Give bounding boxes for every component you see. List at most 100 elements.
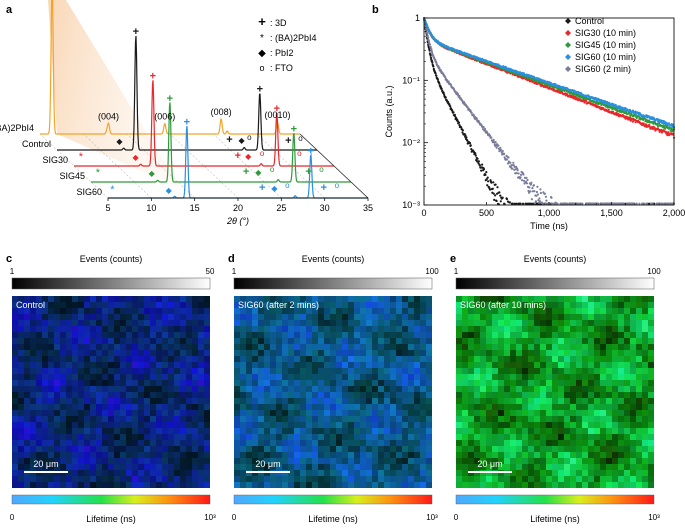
flim-pixel [60, 458, 66, 464]
flim-pixel [108, 398, 114, 404]
flim-pixel [570, 350, 576, 356]
flim-pixel [96, 320, 102, 326]
decay-point [651, 202, 654, 205]
flim-pixel [582, 344, 588, 350]
decay-point [515, 172, 518, 175]
flim-pixel [114, 380, 120, 386]
flim-pixel [384, 410, 390, 416]
flim-pixel [318, 374, 324, 380]
flim-pixel [624, 368, 630, 374]
flim-pixel [168, 344, 174, 350]
flim-pixel [306, 314, 312, 320]
flim-pixel [384, 398, 390, 404]
flim-pixel [180, 374, 186, 380]
flim-pixel [414, 482, 420, 488]
decay-point [476, 157, 479, 160]
flim-pixel [66, 386, 72, 392]
decay-point [661, 202, 665, 205]
decay-point [488, 188, 492, 191]
flim-pixel [84, 434, 90, 440]
flim-pixel [72, 344, 78, 350]
flim-pixel [594, 326, 600, 332]
flim-pixel [36, 338, 42, 344]
flim-pixel [414, 326, 420, 332]
flim-pixel [366, 386, 372, 392]
flim-pixel [336, 296, 342, 302]
flim-pixel [90, 368, 96, 374]
flim-pixel [306, 476, 312, 482]
flim-pixel [66, 422, 72, 428]
flim-pixel [72, 302, 78, 308]
flim-pixel [126, 374, 132, 380]
flim-pixel [276, 326, 282, 332]
flim-pixel [138, 338, 144, 344]
flim-pixel [240, 434, 246, 440]
flim-pixel [312, 452, 318, 458]
flim-pixel [324, 470, 330, 476]
flim-pixel [66, 410, 72, 416]
flim-pixel [366, 446, 372, 452]
xrd-phase-marker: ◆ [245, 152, 252, 161]
flim-pixel [426, 374, 432, 380]
flim-pixel [342, 338, 348, 344]
flim-pixel [108, 368, 114, 374]
flim-pixel [54, 314, 60, 320]
flim-pixel [576, 296, 582, 302]
flim-pixel [342, 476, 348, 482]
flim-pixel [348, 434, 354, 440]
flim-pixel [72, 476, 78, 482]
flim-pixel [384, 476, 390, 482]
flim-pixel [396, 428, 402, 434]
flim-pixel [318, 410, 324, 416]
xrd-x-tick-label: 30 [320, 203, 330, 213]
flim-pixel [240, 320, 246, 326]
flim-pixel [414, 464, 420, 470]
flim-pixel [48, 404, 54, 410]
flim-pixel [60, 308, 66, 314]
flim-pixel [108, 464, 114, 470]
flim-pixel [252, 428, 258, 434]
xrd-phase-marker: + [184, 117, 190, 129]
flim-pixel [156, 380, 162, 386]
flim-pixel [420, 326, 426, 332]
flim-pixel [546, 350, 552, 356]
flim-pixel [78, 410, 84, 416]
flim-pixel [186, 374, 192, 380]
flim-pixel [252, 422, 258, 428]
decay-point [480, 169, 483, 172]
flim-pixel [636, 326, 642, 332]
flim-pixel [408, 440, 414, 446]
flim-pixel [186, 380, 192, 386]
flim-pixel [462, 314, 468, 320]
flim-pixel [468, 350, 474, 356]
flim-pixel [612, 350, 618, 356]
flim-pixel [552, 338, 558, 344]
flim-pixel [354, 464, 360, 470]
decay-y-tick-label: 10⁻³ [402, 200, 420, 210]
flim-pixel [252, 452, 258, 458]
decay-point [550, 202, 554, 205]
flim-pixel [102, 314, 108, 320]
flim-pixel [138, 362, 144, 368]
flim-pixel [24, 416, 30, 422]
flim-pixel [126, 410, 132, 416]
flim-pixel [294, 326, 300, 332]
flim-pixel [156, 350, 162, 356]
flim-pixel [66, 428, 72, 434]
flim-pixel [198, 344, 204, 350]
flim-pixel [426, 452, 432, 458]
flim-pixel [516, 338, 522, 344]
flim-pixel [564, 326, 570, 332]
flim-pixel [378, 446, 384, 452]
flim-pixel [312, 374, 318, 380]
flim-pixel [330, 302, 336, 308]
flim-pixel [162, 314, 168, 320]
flim-pixel [288, 344, 294, 350]
flim-pixel [174, 332, 180, 338]
flim-pixel [366, 452, 372, 458]
flim-pixel [498, 368, 504, 374]
flim-pixel [378, 440, 384, 446]
flim-pixel [186, 344, 192, 350]
flim-pixel [402, 476, 408, 482]
